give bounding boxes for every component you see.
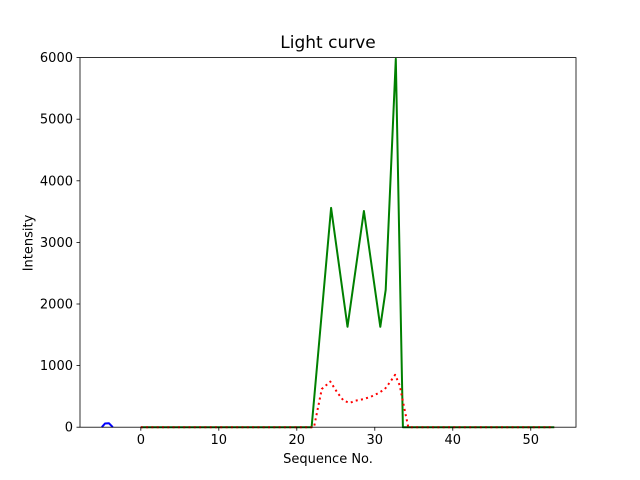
series-green-light-curve (140, 57, 555, 429)
x-tick-label: 50 (522, 433, 539, 448)
x-tick-label: 10 (211, 433, 228, 448)
y-tick-label: 3000 (40, 236, 73, 251)
x-tick-label: 0 (137, 433, 145, 448)
y-tick-label: 6000 (40, 51, 73, 66)
series-red-dotted-curve (140, 373, 555, 429)
x-tick-label: 30 (367, 433, 384, 448)
y-tick-label: 0 (65, 421, 73, 436)
x-tick-label: 20 (289, 433, 306, 448)
series-blue-bump (101, 422, 114, 428)
y-tick-label: 1000 (40, 359, 73, 374)
chart-title: Light curve (280, 33, 376, 53)
y-tick-label: 4000 (40, 174, 73, 189)
y-axis-label: Intensity (21, 214, 37, 272)
x-axis-label: Sequence No. (283, 452, 373, 467)
x-tick-label: 40 (445, 433, 462, 448)
y-tick-label: 2000 (40, 298, 73, 313)
y-tick-label: 5000 (40, 113, 73, 128)
